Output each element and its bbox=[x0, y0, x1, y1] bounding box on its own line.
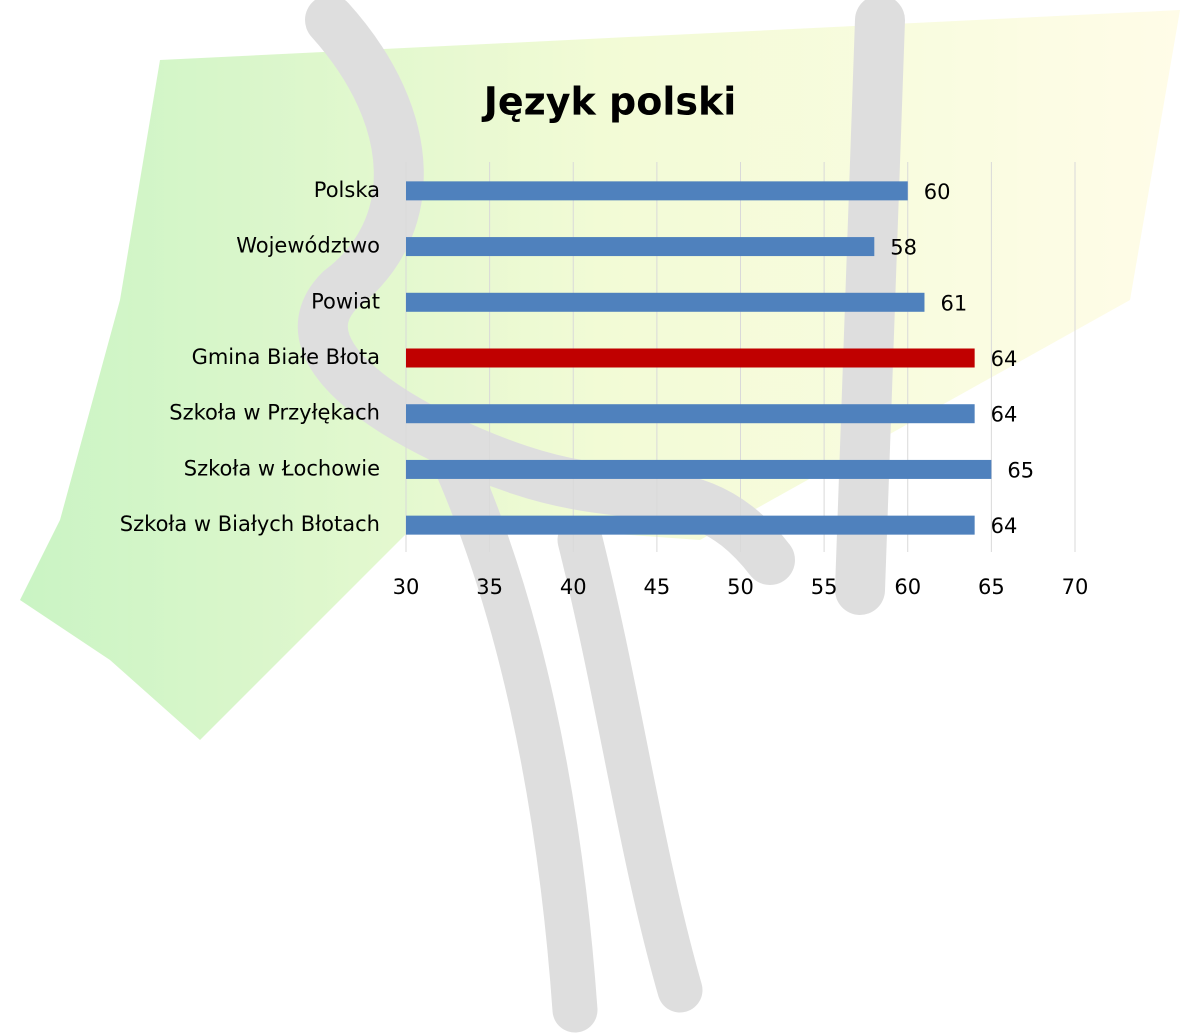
y-tick-label: Powiat bbox=[311, 289, 380, 313]
value-label: 58 bbox=[890, 236, 917, 260]
value-label: 64 bbox=[991, 403, 1018, 427]
bar bbox=[406, 181, 908, 200]
x-tick-label: 65 bbox=[978, 575, 1005, 599]
x-tick-label: 70 bbox=[1062, 575, 1089, 599]
bar bbox=[406, 293, 924, 312]
value-label: 61 bbox=[940, 291, 967, 315]
chart: Język polski 30 35 40 45 50 55 60 65 70 Polska 60 W… bbox=[0, 0, 1182, 1034]
x-tick-label: 30 bbox=[393, 575, 420, 599]
chart-title: Język polski bbox=[481, 80, 737, 124]
x-tick-label: 50 bbox=[727, 575, 754, 599]
y-tick-label: Województwo bbox=[236, 234, 380, 258]
y-tick-label: Szkoła w Łochowie bbox=[184, 456, 380, 480]
bar bbox=[406, 516, 975, 535]
y-tick-label: Szkoła w Białych Błotach bbox=[120, 512, 380, 536]
x-tick-label: 35 bbox=[476, 575, 503, 599]
value-label: 60 bbox=[924, 180, 951, 204]
y-tick-label: Szkoła w Przyłękach bbox=[169, 401, 380, 425]
bar bbox=[406, 460, 991, 479]
x-tick-label: 45 bbox=[644, 575, 671, 599]
bar bbox=[406, 349, 975, 368]
x-tick-label: 55 bbox=[811, 575, 838, 599]
bar bbox=[406, 404, 975, 423]
value-label: 65 bbox=[1007, 458, 1034, 482]
value-label: 64 bbox=[991, 347, 1018, 371]
bar bbox=[406, 237, 874, 256]
x-tick-label: 40 bbox=[560, 575, 587, 599]
y-tick-label: Gmina Białe Błota bbox=[192, 345, 380, 369]
background-decoration bbox=[20, 10, 1180, 1010]
value-label: 64 bbox=[991, 514, 1018, 538]
y-tick-label: Polska bbox=[314, 178, 380, 202]
x-tick-label: 60 bbox=[894, 575, 921, 599]
